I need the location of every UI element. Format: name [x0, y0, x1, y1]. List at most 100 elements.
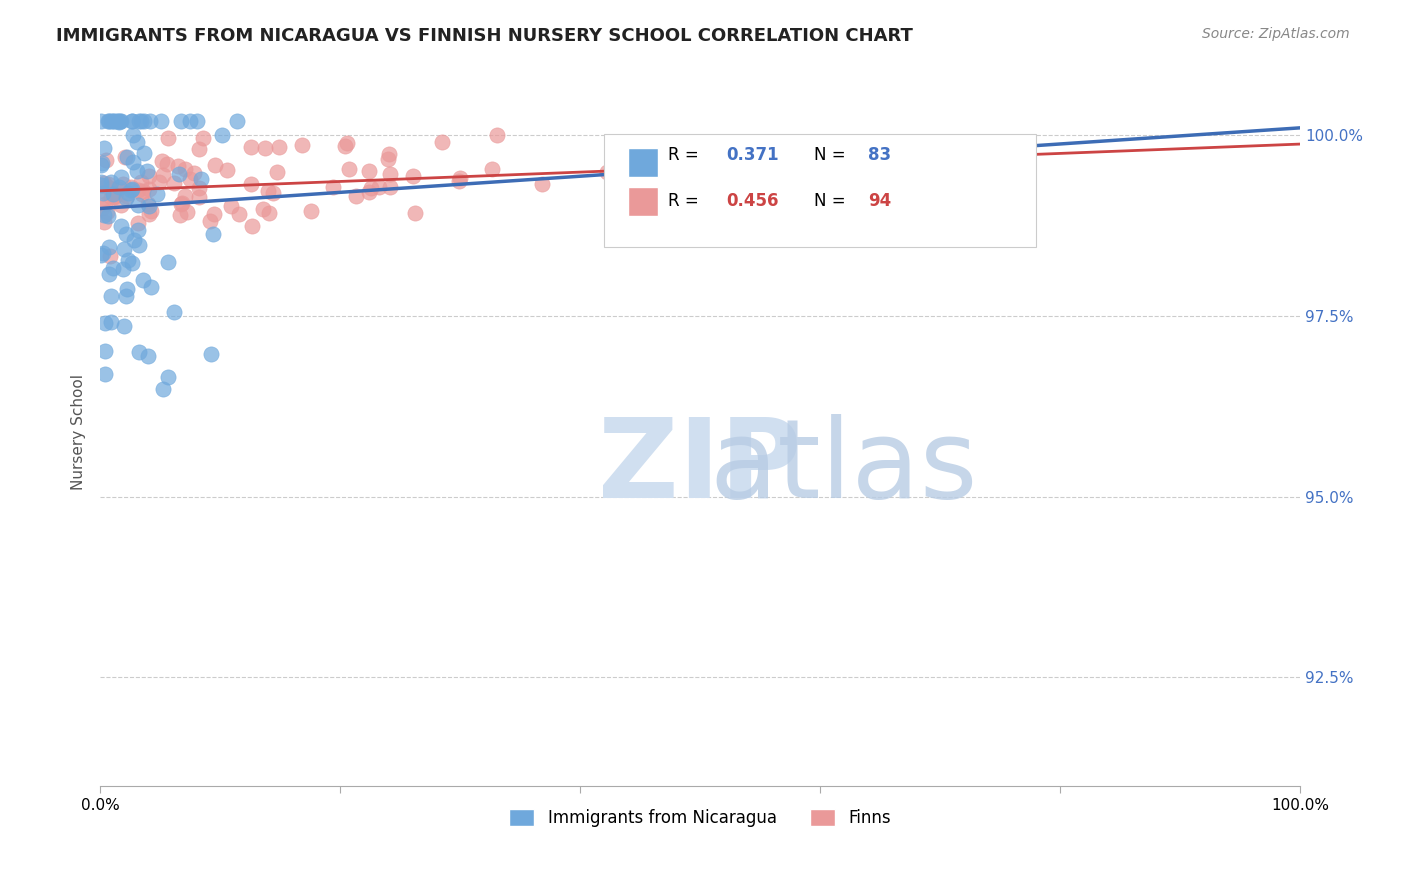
Point: [127, 198, 149, 212]
Point: [215, 162, 238, 177]
Point: [167, 159, 190, 173]
Point: [200, 347, 222, 361]
Point: [105, 113, 128, 128]
Point: [336, 136, 359, 150]
Point: [138, 182, 160, 196]
Point: [333, 139, 356, 153]
Point: [117, 188, 139, 202]
Text: 0.456: 0.456: [727, 193, 779, 211]
Point: [136, 164, 159, 178]
Text: R =: R =: [668, 146, 703, 164]
Point: [110, 113, 132, 128]
Point: [110, 169, 132, 184]
Point: [97, 113, 120, 128]
Point: [191, 131, 214, 145]
Point: [257, 184, 280, 198]
Point: [337, 161, 360, 176]
Point: [125, 135, 148, 149]
Point: [93, 141, 115, 155]
Point: [322, 180, 344, 194]
Point: [100, 175, 122, 189]
Point: [117, 253, 139, 268]
Point: [141, 203, 163, 218]
Point: [139, 280, 162, 294]
Point: [98, 249, 121, 263]
Point: [138, 169, 160, 183]
Text: 0.371: 0.371: [727, 146, 779, 164]
Point: [156, 255, 179, 269]
Point: [97, 113, 120, 128]
Point: [128, 113, 150, 128]
Point: [94, 367, 117, 381]
Point: [107, 182, 129, 196]
Point: [173, 161, 195, 176]
Point: [127, 216, 149, 230]
Point: [122, 233, 145, 247]
Point: [104, 189, 127, 203]
Point: [139, 113, 162, 128]
Point: [156, 157, 179, 171]
Point: [183, 166, 205, 180]
Point: [100, 113, 122, 128]
Point: [94, 197, 117, 211]
Point: [97, 209, 120, 223]
Point: [198, 214, 221, 228]
Point: [103, 189, 125, 203]
Point: [138, 198, 160, 212]
Text: IMMIGRANTS FROM NICARAGUA VS FINNISH NURSERY SCHOOL CORRELATION CHART: IMMIGRANTS FROM NICARAGUA VS FINNISH NUR…: [56, 27, 912, 45]
Point: [204, 158, 226, 172]
Text: R =: R =: [668, 193, 703, 211]
Point: [112, 178, 135, 192]
Point: [152, 168, 174, 182]
Point: [121, 155, 143, 169]
Point: [93, 344, 115, 359]
Point: [128, 345, 150, 359]
Point: [357, 163, 380, 178]
Point: [121, 128, 143, 142]
Point: [163, 176, 186, 190]
Point: [97, 177, 120, 191]
Point: [228, 207, 250, 221]
Point: [111, 262, 134, 277]
Point: [136, 350, 159, 364]
Point: [174, 188, 197, 202]
Point: [112, 242, 135, 256]
Point: [100, 289, 122, 303]
Point: [186, 113, 208, 128]
Point: [97, 268, 120, 282]
Text: 94: 94: [868, 193, 891, 211]
Point: [179, 172, 201, 186]
Point: [404, 206, 426, 220]
Bar: [628, 148, 658, 177]
Point: [797, 174, 820, 188]
Point: [120, 180, 142, 194]
Point: [94, 316, 117, 330]
Point: [346, 188, 368, 202]
Point: [609, 213, 631, 227]
Point: [101, 261, 124, 276]
Point: [146, 186, 169, 201]
Point: [110, 219, 132, 233]
Point: [115, 190, 138, 204]
Point: [262, 186, 284, 201]
Point: [136, 197, 159, 211]
Point: [163, 304, 186, 318]
Point: [603, 144, 626, 158]
Point: [267, 140, 290, 154]
Point: [101, 113, 124, 128]
Text: Source: ZipAtlas.com: Source: ZipAtlas.com: [1202, 27, 1350, 41]
Point: [170, 113, 193, 128]
Text: ZIP: ZIP: [599, 414, 801, 521]
Point: [266, 165, 288, 179]
Point: [114, 151, 136, 165]
Point: [121, 183, 143, 197]
Point: [121, 255, 143, 269]
Point: [94, 153, 117, 168]
Point: [1002, 164, 1025, 178]
Point: [90, 158, 112, 172]
Point: [115, 282, 138, 296]
Point: [481, 162, 503, 177]
Point: [150, 154, 173, 169]
Point: [131, 187, 153, 202]
Text: N =: N =: [814, 193, 851, 211]
